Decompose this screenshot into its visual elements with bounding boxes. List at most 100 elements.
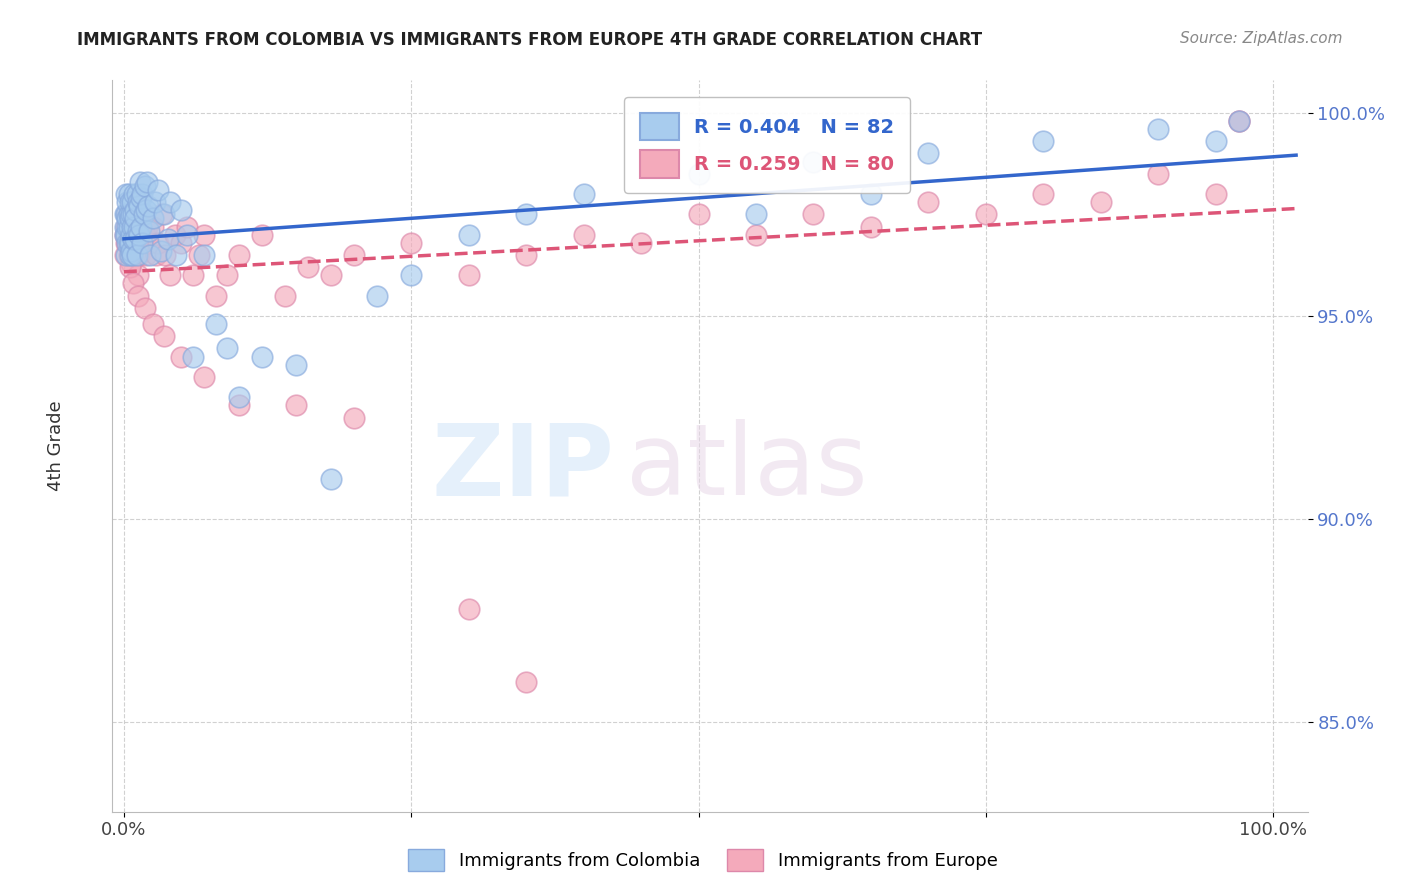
Point <box>1090 195 1112 210</box>
Point <box>117 219 139 234</box>
Point <box>176 219 198 234</box>
Point <box>122 227 145 242</box>
Point <box>124 232 146 246</box>
Text: IMMIGRANTS FROM COLOMBIA VS IMMIGRANTS FROM EUROPE 4TH GRADE CORRELATION CHART: IMMIGRANTS FROM COLOMBIA VS IMMIGRANTS F… <box>77 31 983 49</box>
Point <box>193 370 215 384</box>
Point <box>118 227 141 242</box>
Point <box>118 207 141 221</box>
Point <box>129 219 152 234</box>
Point <box>117 219 139 234</box>
Point <box>121 248 143 262</box>
Point <box>125 235 148 250</box>
Point <box>319 471 342 485</box>
Point <box>319 268 342 283</box>
Point <box>745 207 768 221</box>
Point <box>859 219 882 234</box>
Point <box>170 235 193 250</box>
Point <box>129 219 152 234</box>
Point <box>974 207 997 221</box>
Point <box>142 317 165 331</box>
Point <box>515 248 537 262</box>
Point <box>118 260 141 275</box>
Point <box>115 235 138 250</box>
Point <box>135 203 157 218</box>
Point <box>127 219 149 234</box>
Point <box>120 207 142 221</box>
Point <box>163 227 186 242</box>
Legend: Immigrants from Colombia, Immigrants from Europe: Immigrants from Colombia, Immigrants fro… <box>401 842 1005 879</box>
Point <box>205 288 228 302</box>
Point <box>1227 114 1250 128</box>
Point <box>122 232 145 246</box>
Point <box>117 235 139 250</box>
Point <box>117 235 139 250</box>
Point <box>129 227 152 242</box>
Point <box>457 268 479 283</box>
Point <box>117 195 139 210</box>
Point <box>118 211 141 226</box>
Point <box>124 219 146 234</box>
Point <box>285 398 308 412</box>
Point <box>1205 134 1227 148</box>
Point <box>114 227 136 242</box>
Text: Source: ZipAtlas.com: Source: ZipAtlas.com <box>1180 31 1343 46</box>
Text: atlas: atlas <box>627 419 868 516</box>
Text: ZIP: ZIP <box>432 419 614 516</box>
Point <box>139 248 162 262</box>
Point <box>148 235 170 250</box>
Point <box>124 187 146 202</box>
Point <box>120 256 142 270</box>
Point <box>803 207 825 221</box>
Point <box>153 329 176 343</box>
Point <box>115 187 138 202</box>
Point <box>515 207 537 221</box>
Point <box>136 175 159 189</box>
Point <box>128 227 150 242</box>
Point <box>217 268 239 283</box>
Point <box>217 342 239 356</box>
Point <box>122 207 145 221</box>
Point <box>125 187 148 202</box>
Point <box>803 154 825 169</box>
Point <box>401 235 423 250</box>
Point <box>159 195 181 210</box>
Point <box>630 235 652 250</box>
Point <box>859 187 882 202</box>
Point <box>138 224 160 238</box>
Point <box>121 195 143 210</box>
Point <box>115 248 138 262</box>
Point <box>1227 114 1250 128</box>
Point <box>124 203 146 218</box>
Point <box>572 227 595 242</box>
Point <box>138 235 160 250</box>
Point <box>165 248 187 262</box>
Point <box>118 248 141 262</box>
Point <box>129 175 152 189</box>
Point <box>745 227 768 242</box>
Point <box>136 199 159 213</box>
Point <box>688 167 710 181</box>
Point <box>142 211 165 226</box>
Point <box>120 227 142 242</box>
Point <box>149 244 172 258</box>
Point <box>121 219 143 234</box>
Point <box>917 146 939 161</box>
Point <box>128 199 150 213</box>
Point <box>145 248 167 262</box>
Point <box>156 232 179 246</box>
Point <box>121 219 143 234</box>
Point <box>366 288 388 302</box>
Point <box>117 219 139 234</box>
Point <box>181 268 204 283</box>
Point <box>1205 187 1227 202</box>
Point <box>114 227 136 242</box>
Point <box>228 248 250 262</box>
Point <box>115 207 138 221</box>
Point <box>122 277 145 291</box>
Point <box>114 219 136 234</box>
Point <box>1227 114 1250 128</box>
Point <box>274 288 297 302</box>
Point <box>134 301 156 315</box>
Point <box>515 674 537 689</box>
Point <box>120 244 142 258</box>
